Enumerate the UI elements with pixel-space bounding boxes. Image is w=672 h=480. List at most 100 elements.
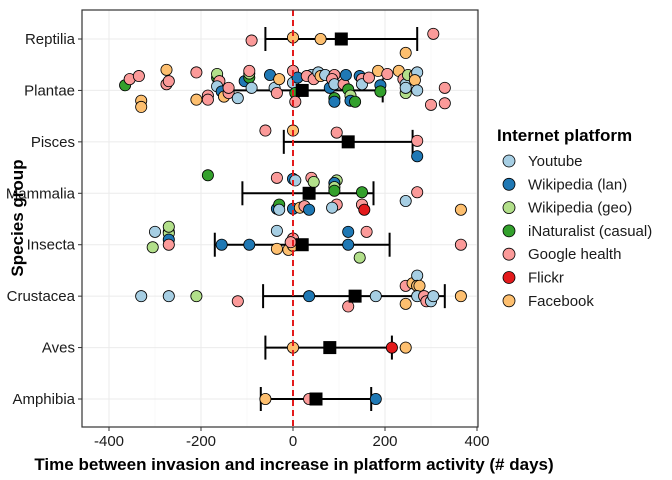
y-tick-label: Crustacea bbox=[7, 288, 76, 305]
y-tick-label: Aves bbox=[42, 340, 75, 357]
data-point bbox=[330, 126, 343, 139]
mean-marker bbox=[348, 289, 362, 303]
data-point bbox=[231, 295, 244, 308]
data-point bbox=[303, 290, 316, 303]
data-point bbox=[339, 69, 352, 82]
legend-label: Youtube bbox=[528, 153, 583, 170]
x-axis-title: Time between invasion and increase in pl… bbox=[34, 455, 553, 474]
data-point bbox=[424, 98, 437, 111]
data-point bbox=[231, 92, 244, 105]
data-point bbox=[399, 341, 412, 354]
x-axis: -400 -200 0 200 400 bbox=[94, 427, 490, 450]
data-point bbox=[243, 64, 256, 77]
data-point bbox=[190, 66, 203, 79]
data-point bbox=[289, 174, 302, 187]
data-point bbox=[326, 201, 339, 214]
legend-label: Google health bbox=[528, 246, 621, 263]
mean-marker bbox=[295, 83, 309, 97]
data-point bbox=[399, 81, 412, 94]
data-point bbox=[162, 290, 175, 303]
data-point bbox=[349, 95, 362, 108]
legend-key bbox=[502, 177, 516, 191]
data-point bbox=[353, 251, 366, 264]
data-point bbox=[408, 74, 421, 87]
data-point bbox=[362, 71, 375, 84]
data-point bbox=[222, 81, 235, 94]
panel-border bbox=[81, 9, 479, 428]
data-point bbox=[314, 33, 327, 46]
data-point bbox=[148, 225, 161, 238]
data-point bbox=[413, 279, 426, 292]
data-points bbox=[119, 27, 467, 406]
data-point bbox=[162, 238, 175, 251]
data-point bbox=[201, 93, 214, 106]
legend-key bbox=[502, 154, 516, 168]
data-point bbox=[399, 46, 412, 59]
data-point bbox=[369, 393, 382, 406]
data-point bbox=[411, 269, 424, 282]
data-point bbox=[454, 203, 467, 216]
legend-key bbox=[502, 294, 516, 308]
y-tick-label: Insecta bbox=[27, 237, 76, 254]
y-axis: Amphibia Aves Crustacea Insecta Mammalia Pisc… bbox=[6, 31, 82, 408]
mean-marker bbox=[334, 32, 348, 46]
mean-marker bbox=[309, 392, 323, 406]
data-point bbox=[245, 34, 258, 47]
data-point bbox=[162, 75, 175, 88]
data-point bbox=[438, 97, 451, 110]
data-point bbox=[454, 238, 467, 251]
x-tick-label: 0 bbox=[289, 433, 297, 450]
data-point bbox=[374, 85, 387, 98]
mean-marker bbox=[295, 238, 309, 252]
y-tick-label: Reptilia bbox=[25, 31, 76, 48]
y-tick-label: Pisces bbox=[31, 134, 75, 151]
legend: Internet platform Youtube Wikipedia (lan)… bbox=[497, 126, 652, 310]
legend-label: Wikipedia (geo) bbox=[528, 200, 632, 217]
mean-marker bbox=[323, 341, 337, 355]
y-tick-label: Amphibia bbox=[12, 391, 75, 408]
data-point bbox=[146, 241, 159, 254]
mean-markers bbox=[295, 32, 362, 406]
data-point bbox=[270, 171, 283, 184]
data-point bbox=[160, 63, 173, 76]
data-point bbox=[411, 186, 424, 199]
data-point bbox=[342, 300, 355, 313]
data-point bbox=[342, 225, 355, 238]
data-point bbox=[411, 150, 424, 163]
data-point bbox=[273, 73, 286, 86]
data-point bbox=[427, 27, 440, 40]
legend-label: Facebook bbox=[528, 293, 594, 310]
data-point bbox=[355, 186, 368, 199]
data-point bbox=[190, 290, 203, 303]
data-point bbox=[284, 236, 297, 249]
data-point bbox=[303, 203, 316, 216]
data-point bbox=[411, 134, 424, 147]
data-point bbox=[259, 124, 272, 137]
data-point bbox=[399, 297, 412, 310]
data-point bbox=[190, 93, 203, 106]
x-tick-label: 400 bbox=[464, 433, 489, 450]
data-point bbox=[369, 290, 382, 303]
data-point bbox=[342, 238, 355, 251]
x-tick-label: -400 bbox=[94, 433, 124, 450]
data-point bbox=[245, 81, 258, 94]
legend-label: Flickr bbox=[528, 270, 564, 287]
data-point bbox=[243, 238, 256, 251]
data-point bbox=[259, 393, 272, 406]
data-point bbox=[132, 70, 145, 83]
data-point bbox=[328, 184, 341, 197]
data-point bbox=[273, 203, 286, 216]
data-point bbox=[270, 87, 283, 100]
data-point bbox=[385, 341, 398, 354]
legend-key bbox=[502, 271, 516, 284]
legend-key bbox=[502, 247, 516, 261]
legend-label: Wikipedia (lan) bbox=[528, 176, 627, 193]
y-axis-title: Species group bbox=[8, 159, 27, 276]
data-point bbox=[215, 238, 228, 251]
data-point bbox=[427, 290, 440, 303]
data-point bbox=[381, 67, 394, 80]
data-point bbox=[270, 224, 283, 237]
mean-marker bbox=[341, 135, 355, 149]
data-point bbox=[360, 225, 373, 238]
